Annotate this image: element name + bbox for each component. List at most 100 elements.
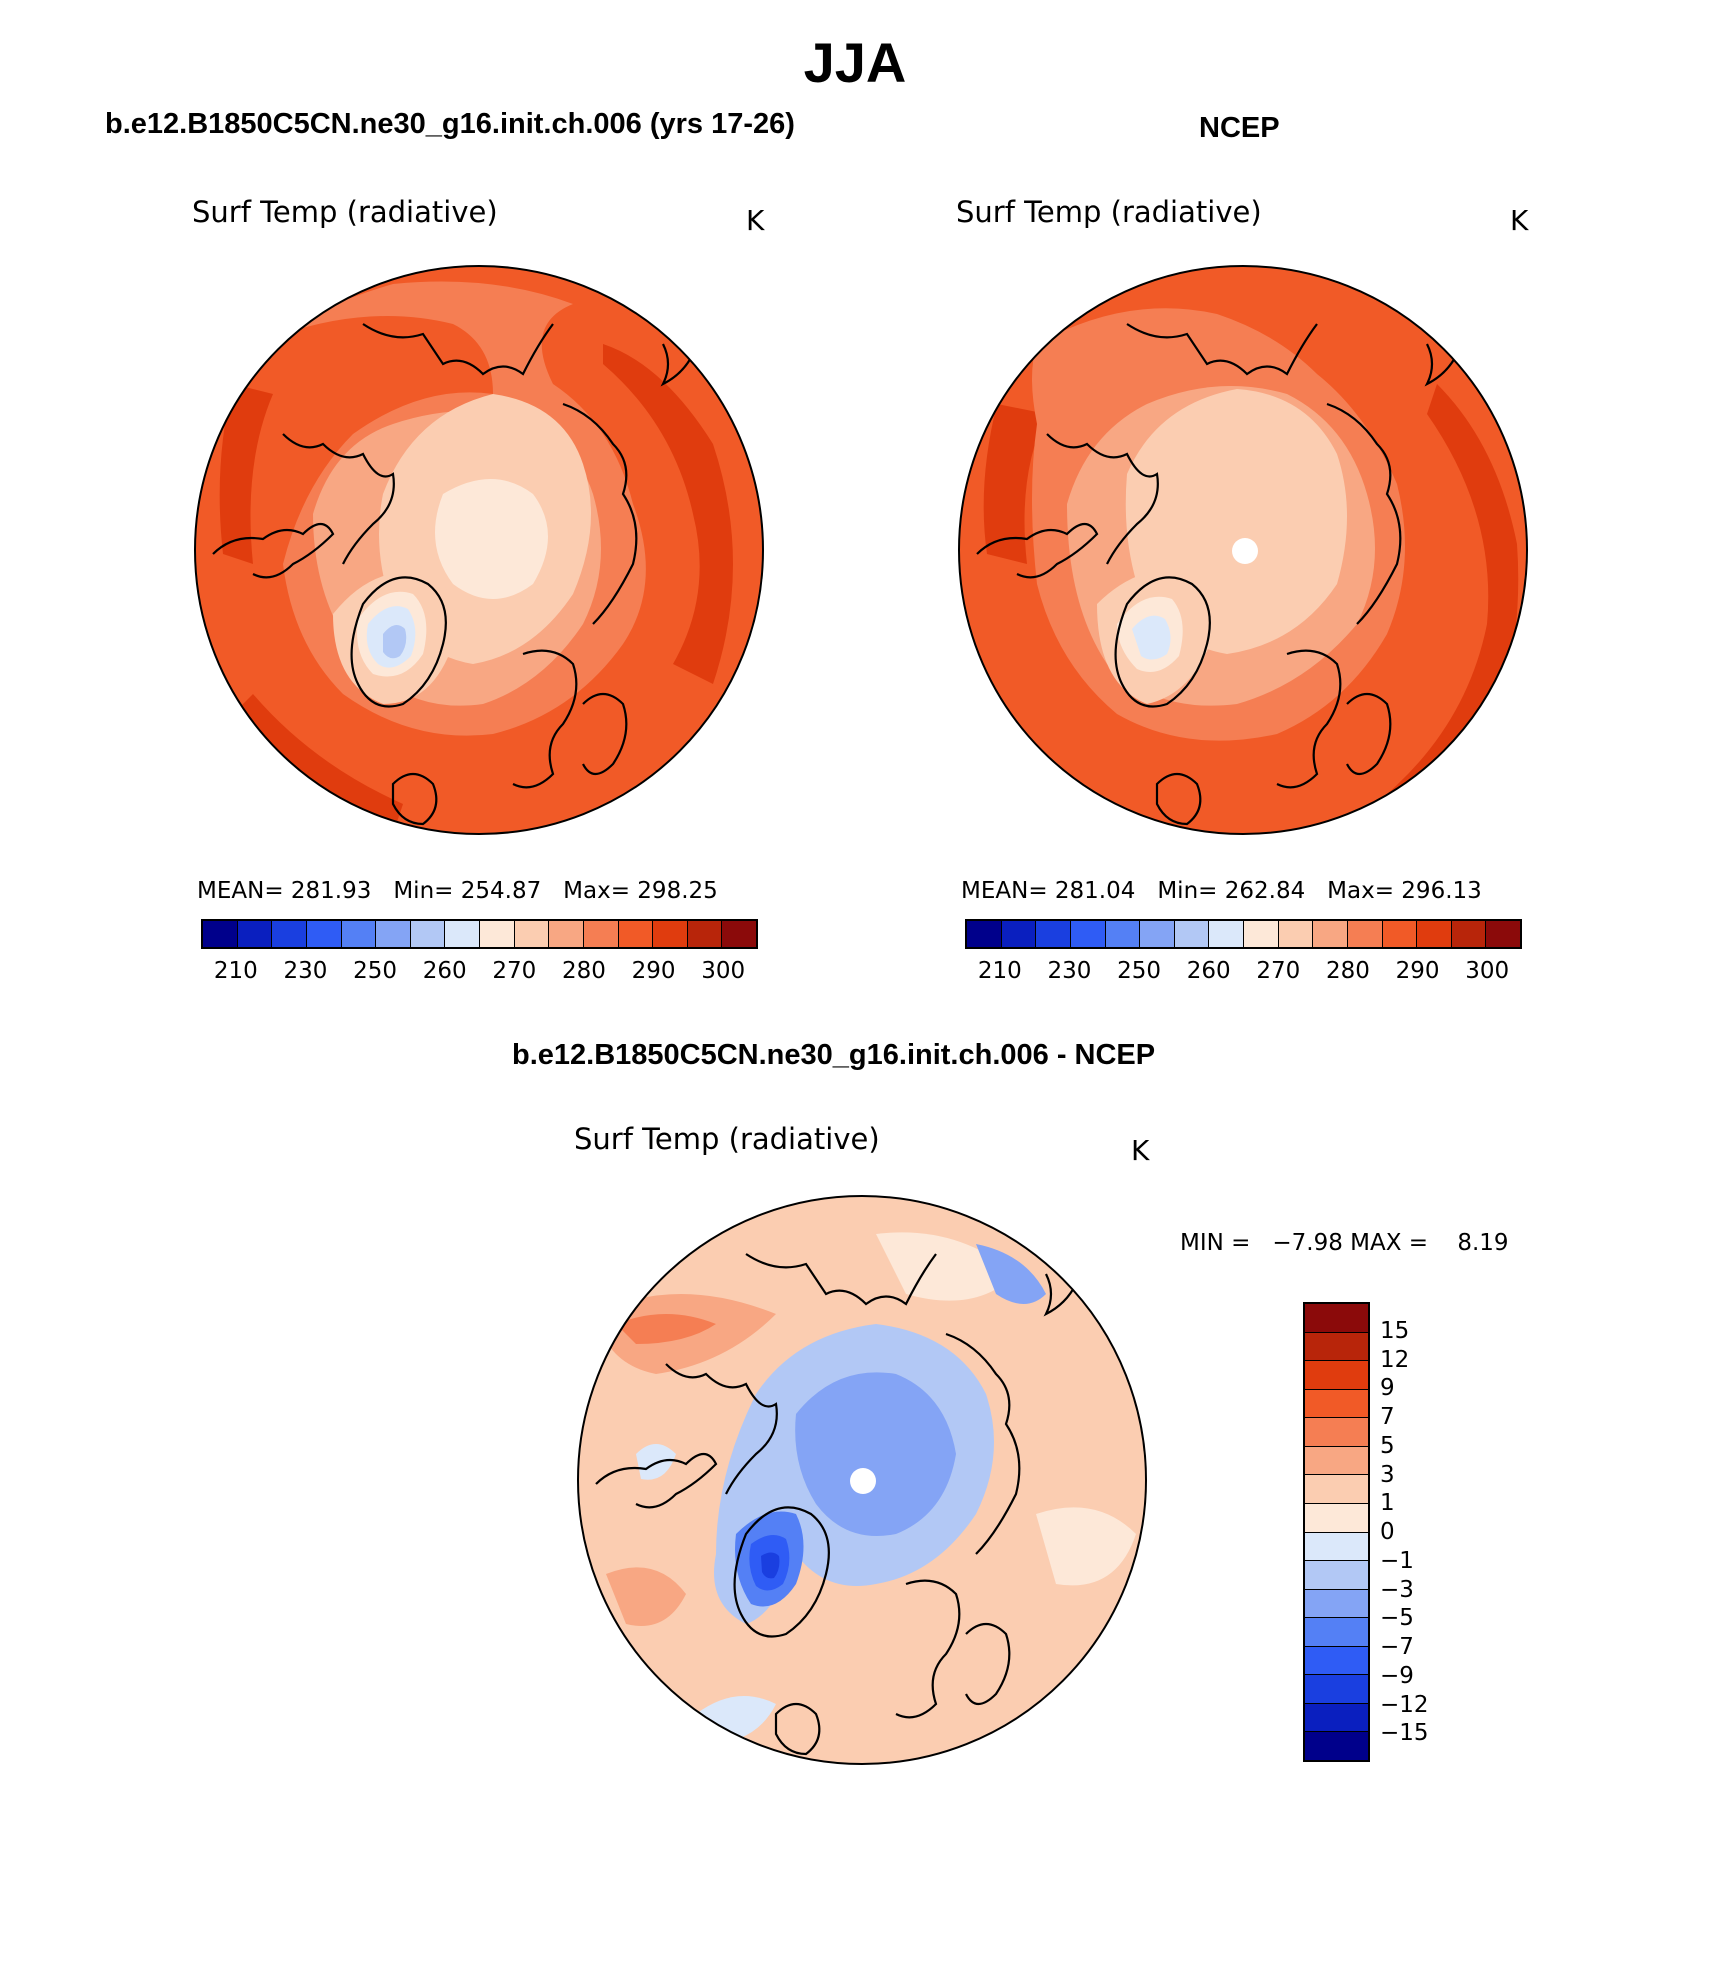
diff-max-label: MAX = [1350,1230,1429,1256]
diff-colorbar-swatch [1305,1703,1368,1733]
diff-colorbar-tick-label: 0 [1380,1519,1395,1545]
model-colorbar-swatch [341,921,377,947]
model-colorbar-swatch [480,921,515,947]
model-units-label: K [746,204,765,237]
obs-colorbar-swatch [1278,921,1314,947]
diff-colorbar-swatch [1305,1418,1368,1447]
model-colorbar-swatch [653,921,688,947]
model-stats: MEAN= 281.93 Min= 254.87 Max= 298.25 [197,878,718,904]
diff-colorbar-swatch [1305,1446,1368,1476]
obs-colorbar-tick-label: 280 [1325,958,1370,984]
obs-colorbar-swatch [1209,921,1244,947]
diff-colorbar-tick-label: −5 [1380,1605,1414,1632]
obs-stats: MEAN= 281.04 Min= 262.84 Max= 296.13 [961,878,1482,904]
obs-colorbar [965,919,1522,949]
diff-colorbar-tick-label: −3 [1380,1576,1414,1603]
diff-colorbar-tick-label: 5 [1380,1432,1395,1459]
model-colorbar-labels: 210 230 250 260 270 280 290 300 [201,958,758,988]
obs-colorbar-swatch [1451,921,1487,947]
diff-colorbar-swatch [1305,1646,1368,1676]
model-colorbar-tick-label: 290 [631,958,676,984]
obs-pole-hole [1232,538,1258,564]
obs-colorbar-swatch [1486,921,1520,947]
diff-colorbar-swatch [1305,1732,1368,1760]
obs-units-label: K [1510,204,1529,237]
diff-colorbar [1303,1302,1370,1762]
diff-pole-hole [850,1468,876,1494]
model-colorbar-swatch [445,921,480,947]
diff-colorbar-tick-label: 7 [1380,1404,1395,1430]
model-colorbar-swatch [722,921,756,947]
diff-colorbar-tick-label: −15 [1380,1720,1429,1747]
model-colorbar-tick-label: 210 [213,958,258,984]
figure-title: JJA [803,31,907,94]
diff-colorbar-tick-label: −1 [1380,1547,1414,1574]
obs-colorbar-swatch [1105,921,1141,947]
diff-colorbar-swatch [1305,1618,1368,1647]
obs-colorbar-tick-label: 290 [1395,958,1440,984]
model-colorbar-swatch [410,921,446,947]
diff-colorbar-swatch [1305,1589,1368,1619]
diff-polar-map [577,1195,1147,1765]
diff-colorbar-swatch [1305,1389,1368,1419]
diff-colorbar-tick-label: 12 [1380,1346,1410,1373]
model-colorbar-tick-label: 300 [701,958,746,984]
obs-min-value: 262.84 [1224,878,1306,904]
model-colorbar-swatch [549,921,584,947]
model-colorbar-tick-label: 230 [283,958,328,984]
diff-colorbar-swatch [1305,1475,1368,1504]
model-colorbar-tick-label: 280 [561,958,606,984]
obs-colorbar-swatch [967,921,1002,947]
obs-colorbar-tick-label: 300 [1465,958,1510,984]
model-max-label: Max= [563,878,630,904]
model-mean-label: MEAN= [197,878,284,904]
model-colorbar-swatch [306,921,342,947]
diff-colorbar-swatch [1305,1503,1368,1533]
model-colorbar-tick-label: 250 [353,958,398,984]
diff-colorbar-labels: 15 12 9 7 5 3 1 0 −1 −3 −5 −7 −9 −12 −15 [1380,1302,1460,1762]
obs-colorbar-swatch [1140,921,1175,947]
obs-colorbar-swatch [1244,921,1279,947]
obs-colorbar-swatch [1347,921,1383,947]
obs-colorbar-tick-label: 270 [1256,958,1301,984]
obs-max-label: Max= [1327,878,1394,904]
obs-panel-heading: NCEP [1199,112,1280,144]
model-colorbar-tick-label: 270 [492,958,537,984]
obs-colorbar-swatch [1382,921,1418,947]
diff-colorbar-tick-label: 3 [1380,1461,1395,1488]
obs-colorbar-swatch [1001,921,1037,947]
model-colorbar-swatch [272,921,307,947]
model-mean-value: 281.93 [290,878,372,904]
model-colorbar-swatch [687,921,723,947]
diff-min-label: MIN = [1180,1230,1251,1256]
model-max-value: 298.25 [637,878,718,904]
model-variable-label: Surf Temp (radiative) [192,195,498,229]
obs-mean-value: 281.04 [1054,878,1136,904]
diff-colorbar-tick-label: 15 [1380,1317,1410,1344]
diff-colorbar-tick-label: −12 [1380,1691,1429,1718]
diff-colorbar-swatch [1305,1304,1368,1333]
obs-mean-label: MEAN= [961,878,1048,904]
diff-min-value: −7.98 [1272,1230,1343,1256]
obs-polar-map [958,265,1528,835]
model-polar-map [194,265,764,835]
diff-colorbar-swatch [1305,1675,1368,1704]
obs-min-label: Min= [1157,878,1218,904]
obs-colorbar-labels: 210 230 250 260 270 280 290 300 [965,958,1522,988]
model-colorbar-swatch [237,921,273,947]
diff-units-label: K [1131,1134,1150,1167]
diff-colorbar-swatch [1305,1361,1368,1390]
obs-colorbar-swatch [1174,921,1210,947]
diff-max-value: 8.19 [1457,1230,1509,1256]
obs-colorbar-swatch [1036,921,1071,947]
diff-colorbar-swatch [1305,1532,1368,1562]
obs-colorbar-swatch [1313,921,1348,947]
diff-stats: MIN = −7.98 MAX = 8.19 [1180,1230,1509,1256]
model-colorbar-swatch [203,921,238,947]
model-colorbar-swatch [618,921,654,947]
obs-max-value: 296.13 [1401,878,1482,904]
obs-colorbar-tick-label: 250 [1117,958,1162,984]
model-colorbar-tick-label: 260 [422,958,467,984]
model-colorbar-swatch [583,921,619,947]
diff-colorbar-tick-label: 1 [1380,1490,1395,1517]
